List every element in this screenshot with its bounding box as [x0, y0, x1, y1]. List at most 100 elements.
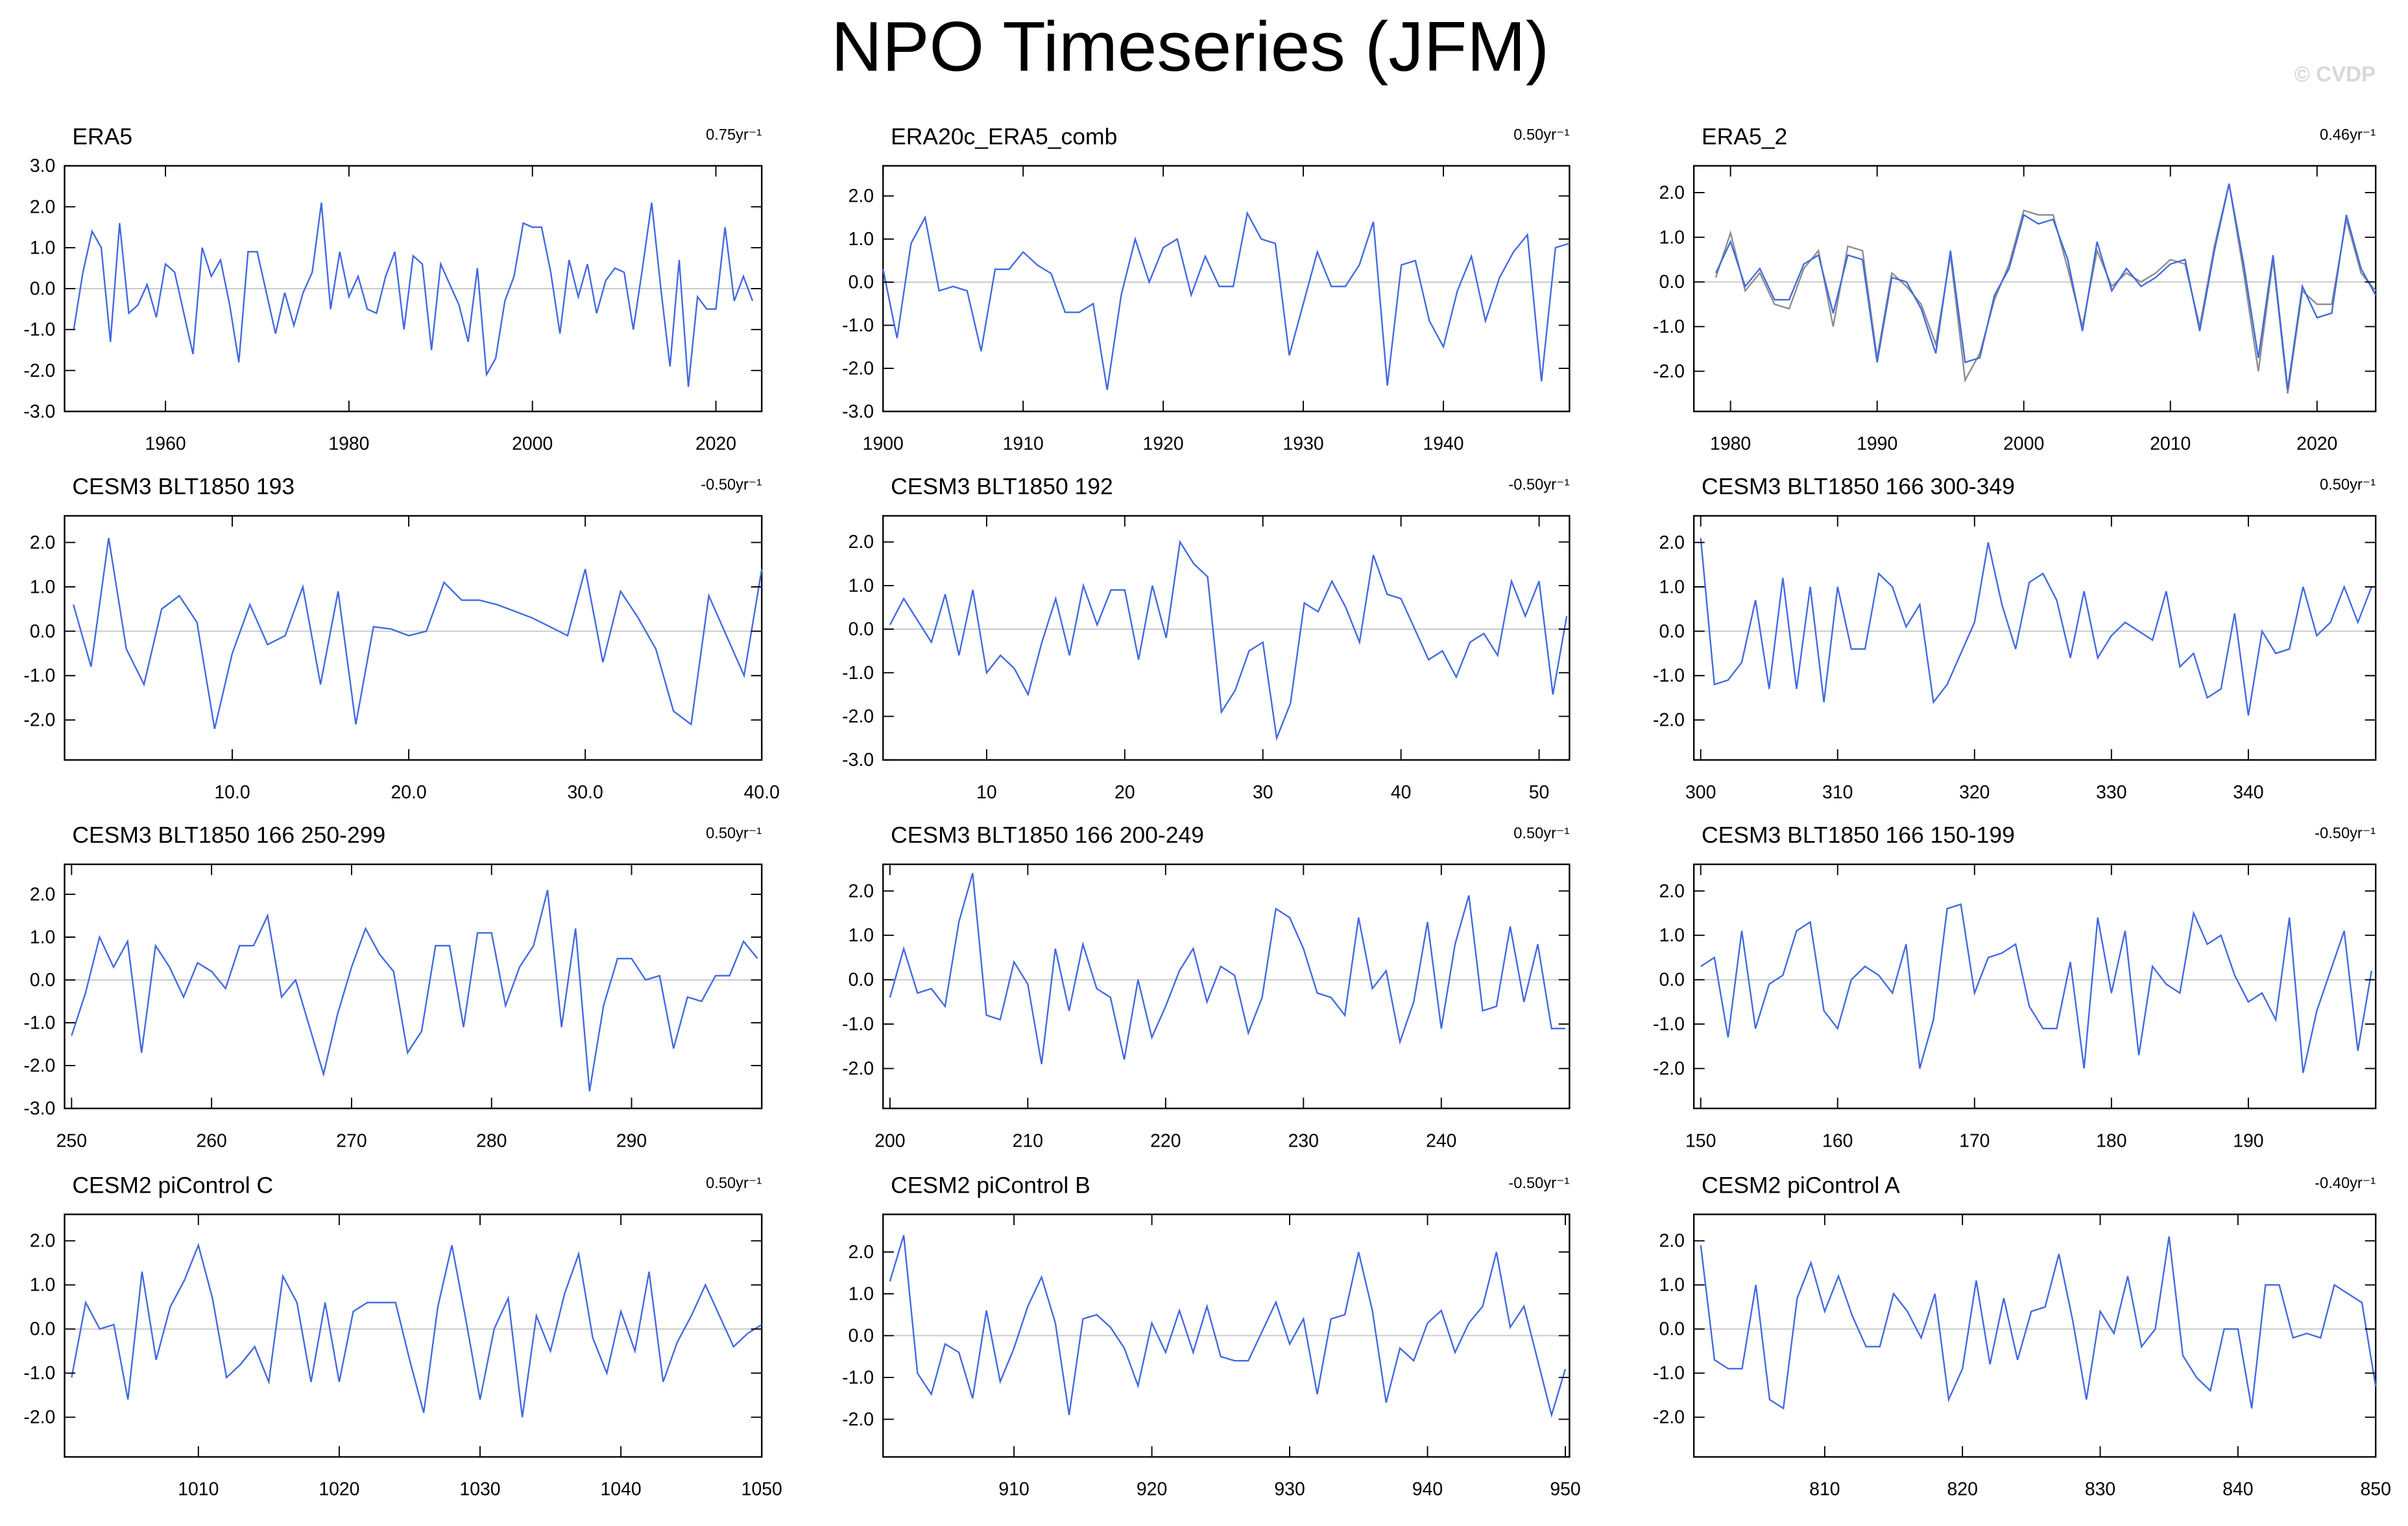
series-line	[73, 538, 763, 730]
y-tick-label: 0.0	[30, 970, 55, 990]
y-tick-label: -1.0	[1653, 1014, 1685, 1035]
y-tick-label: -2.0	[23, 361, 55, 381]
y-tick-label: -2.0	[23, 710, 55, 731]
x-tick-label: 240	[1426, 1130, 1456, 1151]
plot-frame	[64, 863, 763, 1110]
x-tick-label: 1020	[319, 1479, 359, 1500]
x-tick-label: 850	[2360, 1479, 2390, 1500]
x-tick-label: 30.0	[568, 782, 603, 803]
x-tick-label: 930	[1274, 1479, 1305, 1500]
y-tick-label: -1.0	[842, 315, 874, 336]
y-tick-label: 0.0	[1659, 1319, 1684, 1340]
y-tick-label: 2.0	[1659, 1231, 1684, 1252]
y-tick-label: 2.0	[849, 186, 874, 207]
x-tick-label: 340	[2233, 782, 2263, 803]
y-tick-label: 1.0	[1659, 227, 1684, 248]
y-tick-label: 1.0	[849, 575, 874, 596]
panel-title: ERA5_2	[1702, 124, 1787, 150]
y-tick-label: -1.0	[842, 1014, 874, 1035]
y-tick-label: 1.0	[1659, 1275, 1684, 1296]
y-tick-label: -2.0	[1653, 1058, 1685, 1079]
y-tick-label: -2.0	[23, 1407, 55, 1428]
watermark: © CVDP	[2294, 62, 2376, 86]
y-tick-label: 2.0	[1659, 532, 1684, 553]
y-tick-label: -3.0	[23, 1099, 55, 1119]
x-tick-label: 270	[336, 1130, 367, 1151]
series-line	[73, 202, 754, 387]
trend-label: -0.50yr⁻¹	[1508, 477, 1569, 494]
y-tick-label: 1.0	[849, 1283, 874, 1304]
x-tick-label: 2020	[695, 434, 736, 455]
x-tick-label: 230	[1288, 1130, 1319, 1151]
x-tick-label: 940	[1412, 1479, 1443, 1500]
y-tick-label: 2.0	[1659, 182, 1684, 203]
series-line	[71, 1243, 762, 1418]
y-tick-label: 0.0	[30, 1319, 55, 1340]
x-tick-label: 160	[1822, 1130, 1853, 1151]
x-tick-label: 10.0	[214, 782, 250, 803]
y-tick-label: 1.0	[1659, 577, 1684, 597]
x-tick-label: 830	[2085, 1479, 2115, 1500]
y-tick-label: -3.0	[23, 401, 55, 422]
x-tick-label: 30	[1253, 782, 1273, 803]
y-tick-label: 1.0	[30, 927, 55, 948]
x-tick-label: 1930	[1283, 434, 1324, 455]
trend-label: 0.75yr⁻¹	[706, 126, 762, 143]
plot-frame	[1692, 515, 2377, 761]
trend-label: -0.40yr⁻¹	[2315, 1175, 2376, 1192]
x-tick-label: 250	[56, 1130, 87, 1151]
x-tick-label: 330	[2096, 782, 2126, 803]
y-tick-label: -2.0	[1653, 1407, 1685, 1428]
y-tick-label: 2.0	[30, 1231, 55, 1252]
x-tick-label: 10	[976, 782, 997, 803]
y-tick-label: 2.0	[849, 532, 874, 553]
panel-title: CESM3 BLT1850 192	[891, 473, 1113, 499]
panel-title: CESM2 piControl A	[1702, 1172, 1900, 1198]
y-tick-label: -3.0	[842, 401, 874, 422]
y-tick-label: 2.0	[1659, 881, 1684, 901]
series-line	[1715, 183, 2377, 390]
x-tick-label: 820	[1947, 1479, 1977, 1500]
trend-label: 0.50yr⁻¹	[1513, 126, 1569, 143]
plot-frame	[64, 515, 763, 761]
panel-title: CESM2 piControl C	[72, 1172, 273, 1198]
y-tick-label: 0.0	[30, 621, 55, 642]
x-tick-label: 1940	[1423, 434, 1463, 455]
y-tick-label: 1.0	[849, 229, 874, 250]
y-tick-label: -2.0	[1653, 361, 1685, 382]
x-tick-label: 840	[2222, 1479, 2253, 1500]
trend-label: 0.50yr⁻¹	[706, 825, 762, 842]
x-tick-label: 210	[1013, 1130, 1043, 1151]
plot-frame	[64, 1213, 763, 1458]
y-tick-label: 3.0	[30, 156, 55, 176]
panel-title: ERA20c_ERA5_comb	[891, 124, 1117, 150]
panel-title: CESM3 BLT1850 166 300-349	[1702, 473, 2015, 499]
plot-frame	[882, 165, 1571, 412]
trend-label: 0.50yr⁻¹	[1513, 825, 1569, 842]
x-tick-label: 50	[1529, 782, 1550, 803]
x-tick-label: 1920	[1143, 434, 1184, 455]
panel-title: CESM3 BLT1850 193	[72, 473, 295, 499]
y-tick-label: 2.0	[30, 532, 55, 553]
y-tick-label: 0.0	[849, 970, 874, 990]
x-tick-label: 150	[1685, 1130, 1716, 1151]
y-tick-label: -1.0	[842, 1367, 874, 1388]
series-line	[889, 1235, 1567, 1418]
x-tick-label: 950	[1550, 1479, 1580, 1500]
y-tick-label: -1.0	[1653, 665, 1685, 686]
y-tick-label: -3.0	[842, 750, 874, 770]
y-tick-label: -2.0	[23, 1056, 55, 1077]
y-tick-label: 2.0	[849, 881, 874, 901]
x-tick-label: 20	[1114, 782, 1135, 803]
x-tick-label: 1900	[863, 434, 904, 455]
plot-frame	[882, 863, 1571, 1110]
plot-frame	[1692, 1213, 2377, 1458]
y-tick-label: -1.0	[1653, 1363, 1685, 1384]
series-line	[1700, 538, 2372, 716]
x-tick-label: 280	[476, 1130, 507, 1151]
x-tick-label: 920	[1137, 1479, 1167, 1500]
series-line	[1700, 1236, 2377, 1410]
x-tick-label: 290	[616, 1130, 647, 1151]
